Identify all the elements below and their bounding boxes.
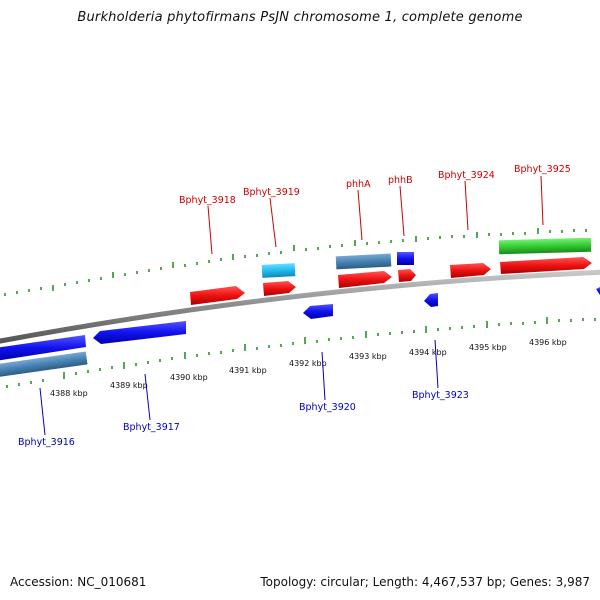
- leader-lines: [39, 175, 544, 436]
- partial-feature-edge: [596, 287, 600, 295]
- accession-text: Accession: NC_010681: [10, 575, 147, 589]
- cds-bphyt-3919-arrow[interactable]: [263, 281, 296, 296]
- bottom-gene-labels: Bphyt_3916 Bphyt_3917 Bphyt_3920 Bphyt_3…: [18, 390, 469, 448]
- bottom-tick-track: [6, 317, 596, 388]
- gene-label[interactable]: Bphyt_3917: [123, 422, 180, 433]
- topology-text: Topology: circular; Length: 4,467,537 bp…: [260, 575, 590, 589]
- gene-bphyt-3920-arrow[interactable]: [303, 304, 333, 319]
- gene-label[interactable]: phhA: [346, 179, 371, 190]
- gene-label[interactable]: Bphyt_3925: [514, 164, 571, 175]
- cds-phhB-arrow[interactable]: [398, 269, 416, 282]
- kbp-labels: 4388 kbp 4389 kbp 4390 kbp 4391 kbp 4392…: [50, 338, 567, 398]
- gene-bphyt-3918-arrow[interactable]: [190, 286, 245, 305]
- gene-label[interactable]: Bphyt_3924: [438, 170, 495, 181]
- gene-phhB-box[interactable]: [397, 252, 414, 265]
- kbp-label: 4396 kbp: [529, 338, 567, 347]
- top-gene-labels: Bphyt_3918 Bphyt_3919 phhA phhB Bphyt_39…: [179, 164, 571, 206]
- gene-phhA-box[interactable]: [335, 253, 392, 270]
- kbp-label: 4391 kbp: [229, 366, 267, 375]
- map-title: Burkholderia phytofirmans PsJN chromosom…: [77, 10, 523, 25]
- gene-label[interactable]: Bphyt_3923: [412, 390, 469, 401]
- kbp-label: 4393 kbp: [349, 352, 387, 361]
- gene-label[interactable]: Bphyt_3919: [243, 187, 300, 198]
- gene-label[interactable]: Bphyt_3916: [18, 437, 75, 448]
- rna-feature-box[interactable]: [498, 237, 592, 255]
- reverse-features: [0, 287, 600, 378]
- kbp-label: 4390 kbp: [170, 373, 208, 382]
- forward-features: [190, 237, 592, 305]
- gene-label[interactable]: Bphyt_3918: [179, 195, 236, 206]
- kbp-label: 4392 kbp: [289, 359, 327, 368]
- top-tick-track: [4, 228, 587, 296]
- cds-phhA-arrow[interactable]: [338, 271, 392, 288]
- gene-bphyt-3916-arrow[interactable]: [0, 335, 86, 361]
- gene-bphyt-3923-arrow[interactable]: [424, 293, 438, 307]
- kbp-label: 4395 kbp: [469, 343, 507, 352]
- chromosome-backbone: [0, 269, 600, 344]
- gene-bphyt-3916-box[interactable]: [0, 351, 88, 378]
- gene-bphyt-3919-box[interactable]: [261, 263, 296, 278]
- gene-bphyt-3917-arrow[interactable]: [93, 321, 186, 344]
- kbp-label: 4388 kbp: [50, 389, 88, 398]
- kbp-label: 4394 kbp: [409, 348, 447, 357]
- gene-bphyt-3924-arrow[interactable]: [450, 263, 491, 278]
- gene-label[interactable]: phhB: [388, 175, 413, 186]
- gene-bphyt-3925-arrow[interactable]: [500, 257, 592, 274]
- gene-label[interactable]: Bphyt_3920: [299, 402, 356, 413]
- kbp-label: 4389 kbp: [110, 381, 148, 390]
